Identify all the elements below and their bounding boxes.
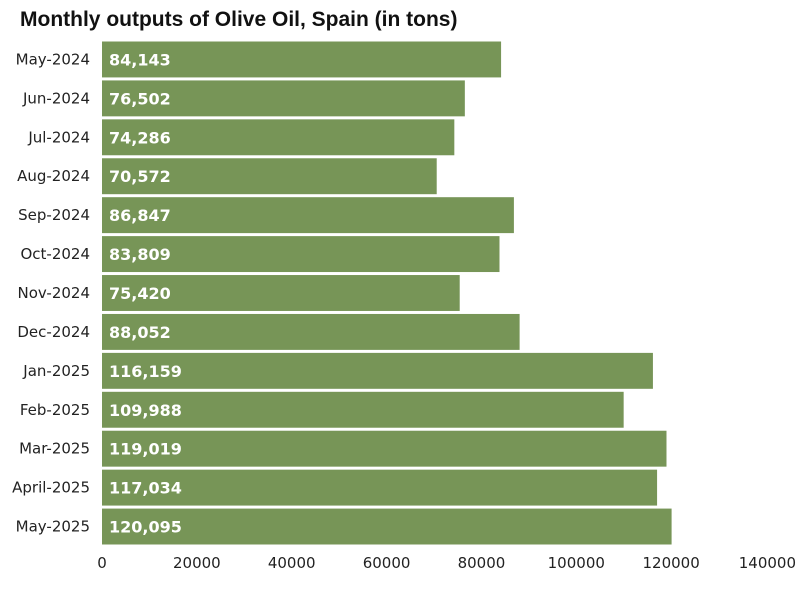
x-tick-label: 120000 (643, 554, 700, 572)
value-label: 86,847 (109, 206, 171, 225)
category-label: Dec-2024 (17, 323, 90, 341)
value-label: 120,095 (109, 518, 182, 537)
category-label: Sep-2024 (18, 206, 90, 224)
category-label: Aug-2024 (17, 167, 90, 185)
x-tick-label: 40000 (268, 554, 316, 572)
value-label: 109,988 (109, 401, 182, 420)
bar (102, 236, 500, 273)
x-tick-label: 0 (97, 554, 107, 572)
value-label: 76,502 (109, 89, 171, 108)
bar (102, 158, 437, 195)
bar (102, 41, 502, 78)
bar (102, 313, 520, 350)
bar (102, 391, 624, 428)
category-label: April-2025 (12, 479, 90, 497)
x-tick-label: 140000 (739, 554, 796, 572)
value-label: 88,052 (109, 323, 171, 342)
x-tick-label: 60000 (363, 554, 411, 572)
category-label: May-2025 (16, 518, 90, 536)
value-label: 117,034 (109, 479, 182, 498)
bar (102, 469, 658, 506)
value-label: 119,019 (109, 440, 182, 459)
x-tick-label: 20000 (173, 554, 221, 572)
category-label: Oct-2024 (20, 245, 90, 263)
bar (102, 119, 455, 156)
value-label: 74,286 (109, 128, 171, 147)
value-label: 70,572 (109, 167, 171, 186)
category-label: May-2024 (16, 50, 90, 68)
bar (102, 430, 667, 467)
x-tick-label: 100000 (548, 554, 605, 572)
bar (102, 352, 653, 389)
bar (102, 508, 672, 545)
value-label: 75,420 (109, 284, 171, 303)
category-label: Mar-2025 (19, 440, 90, 458)
category-label: Jul-2024 (27, 128, 90, 146)
bar (102, 197, 514, 234)
chart-title: Monthly outputs of Olive Oil, Spain (in … (20, 8, 458, 31)
bar (102, 275, 460, 311)
value-label: 84,143 (109, 50, 171, 69)
category-label: Nov-2024 (18, 284, 90, 302)
x-tick-label: 80000 (458, 554, 506, 572)
bar (102, 80, 465, 117)
value-label: 83,809 (109, 245, 171, 264)
value-label: 116,159 (109, 362, 182, 381)
category-label: Jan-2025 (22, 362, 90, 380)
category-label: Feb-2025 (20, 401, 90, 419)
category-label: Jun-2024 (22, 89, 90, 107)
